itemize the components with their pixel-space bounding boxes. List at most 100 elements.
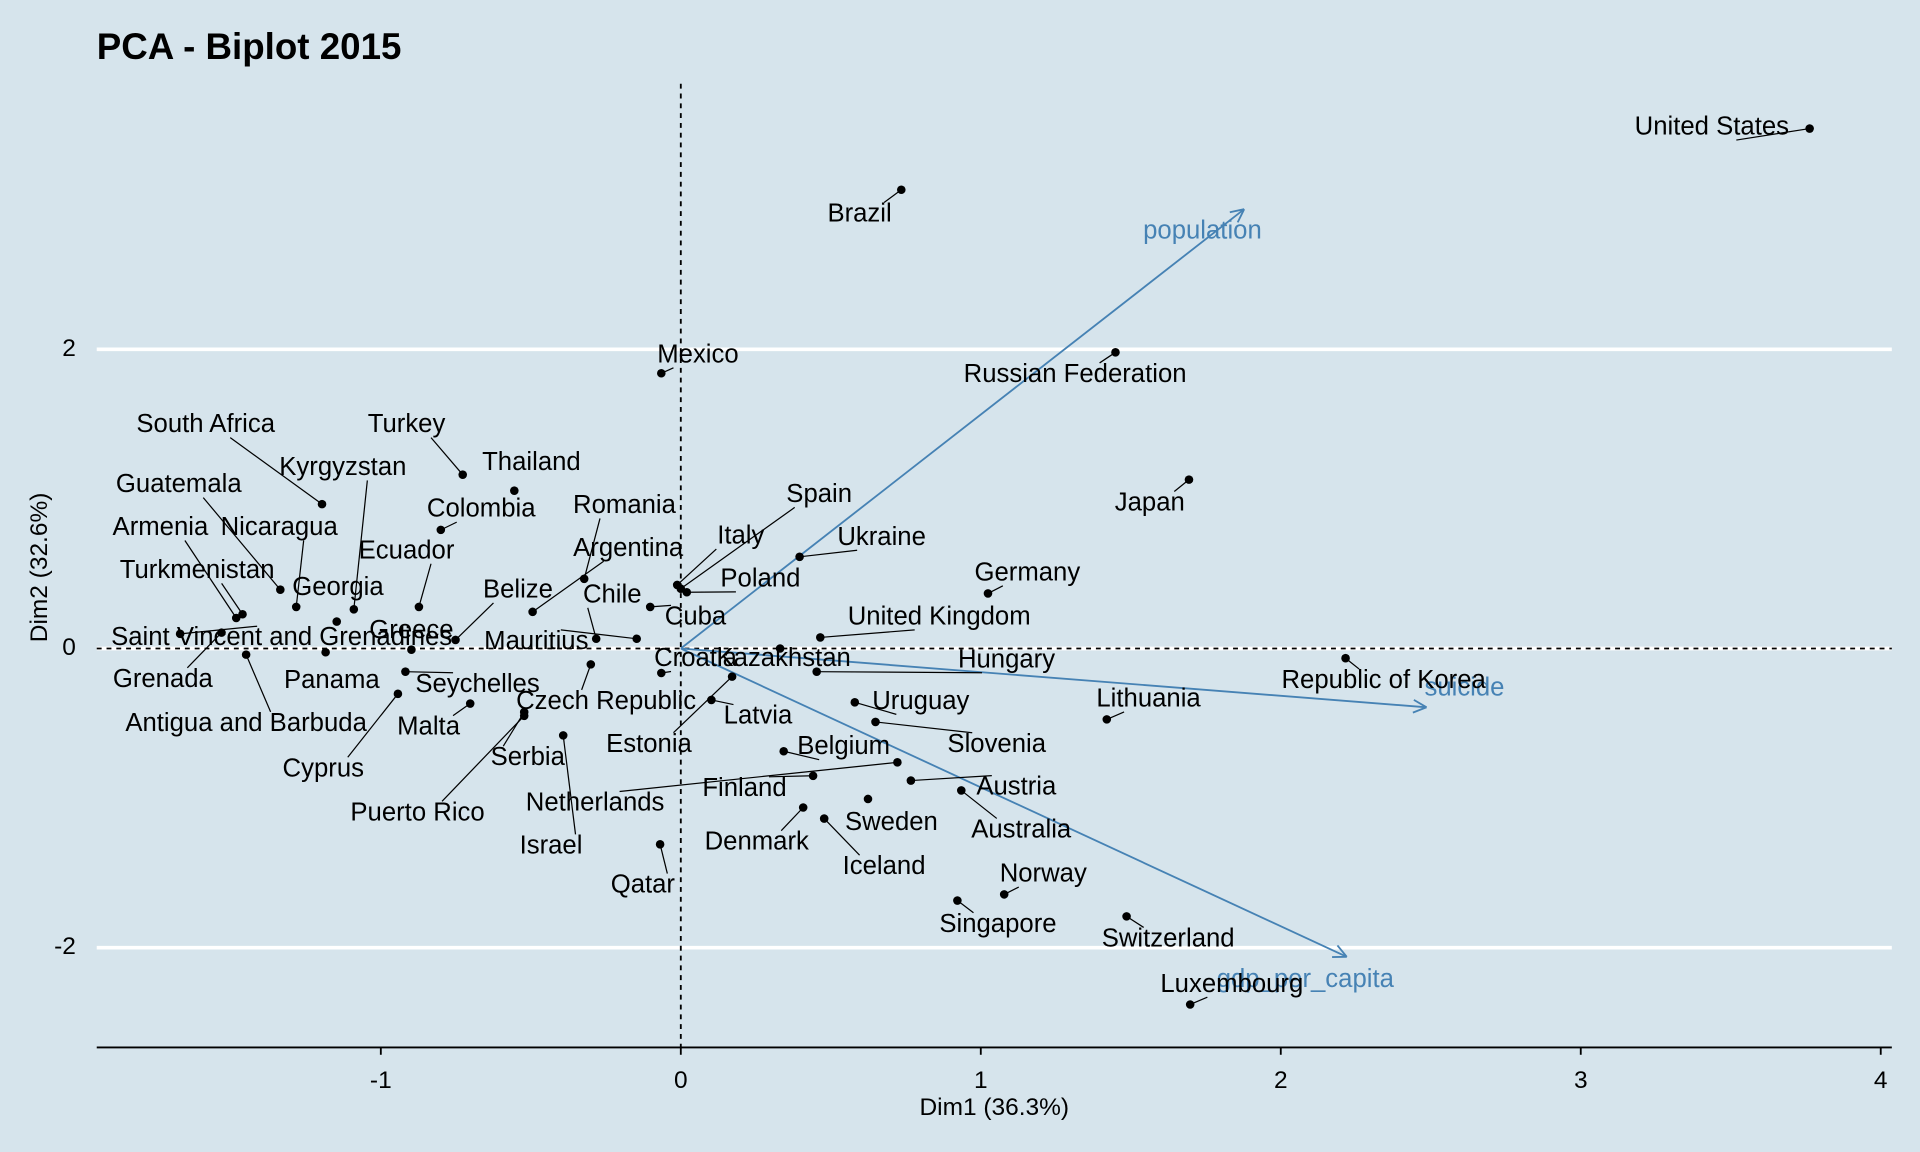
leader-line	[960, 789, 998, 819]
point-label: Spain	[786, 480, 852, 508]
leader-line	[823, 818, 861, 856]
point-label: Japan	[1115, 489, 1185, 517]
point-label: Latvia	[724, 702, 793, 730]
leader-line	[673, 676, 733, 734]
leader-line	[816, 671, 983, 674]
point	[519, 711, 529, 721]
point	[682, 587, 692, 597]
point-label: Romania	[573, 491, 677, 519]
point-label: Singapore	[939, 910, 1056, 938]
point-label: Armenia	[113, 513, 209, 541]
point-label: Kazakhstan	[717, 644, 851, 672]
point-label: Qatar	[611, 871, 676, 899]
point	[657, 668, 666, 678]
point	[175, 629, 185, 639]
point	[953, 896, 962, 905]
grid: -2 0 2 -1 0 1 2 3 4	[54, 83, 1892, 1094]
point-label: Hungary	[958, 645, 1055, 673]
leader-line	[1736, 127, 1810, 141]
point-label: United Kingdom	[848, 602, 1031, 630]
chart-title: PCA - Biplot 2015	[97, 26, 402, 67]
x-tick-label: 4	[1874, 1067, 1888, 1094]
point	[1184, 475, 1194, 484]
leader-line	[405, 671, 454, 674]
point-label: Colombia	[427, 495, 536, 523]
leader-line	[441, 715, 525, 802]
y-tick-label: 2	[62, 335, 76, 362]
y-axis-label: Dim2 (32.6%)	[26, 493, 53, 643]
leader-line	[854, 701, 897, 715]
point	[897, 185, 906, 195]
arrow-head	[1412, 699, 1428, 714]
leader-line	[583, 518, 601, 579]
point-label: Georgia	[292, 573, 384, 601]
x-tick-label: 0	[674, 1067, 688, 1094]
point	[317, 499, 327, 509]
point	[231, 613, 241, 623]
y-tick-label: -2	[54, 933, 76, 960]
plot-area: population suicide gdp_per_capita United St…	[111, 113, 1814, 1009]
point	[558, 731, 568, 740]
arrow-label: population	[1143, 217, 1262, 245]
point-label: South Africa	[136, 410, 275, 438]
point	[414, 602, 424, 612]
point-label: Seychelles	[415, 670, 539, 698]
point-label: Uruguay	[872, 687, 969, 715]
point	[863, 794, 873, 804]
leader-line	[799, 549, 858, 558]
point	[276, 585, 285, 594]
point	[1122, 912, 1131, 921]
point	[1805, 124, 1814, 133]
point	[808, 771, 818, 781]
loading-arrow	[680, 647, 1427, 709]
leader-line	[680, 506, 796, 590]
point	[465, 699, 475, 708]
point	[795, 552, 804, 562]
leader-line	[229, 437, 323, 505]
point	[321, 647, 330, 657]
leader-line	[347, 693, 399, 758]
point-label: Norway	[1000, 860, 1087, 888]
point	[407, 645, 416, 654]
point	[1102, 715, 1112, 724]
loading-arrow	[680, 208, 1245, 650]
x-axis-label: Dim1 (36.3%)	[919, 1094, 1069, 1121]
point	[436, 525, 446, 535]
point-label: Croatia	[654, 644, 738, 672]
leader-line	[910, 774, 992, 782]
point	[957, 786, 966, 795]
point-label: Ecuador	[359, 536, 455, 564]
point-label: Estonia	[606, 730, 692, 758]
leader-line	[820, 629, 915, 639]
point-label: Poland	[720, 564, 800, 592]
point	[999, 890, 1009, 899]
loading-arrow	[680, 647, 1348, 958]
arrow-head	[1229, 208, 1245, 223]
point	[657, 368, 666, 378]
point	[586, 660, 596, 669]
point	[1341, 653, 1350, 663]
point-label: Austria	[976, 773, 1057, 801]
leader-line	[783, 750, 820, 761]
point	[528, 607, 537, 617]
point-label: Australia	[971, 815, 1072, 843]
arrow-head	[1332, 944, 1348, 958]
point-label: Turkmenistan	[120, 556, 275, 584]
point	[1185, 1000, 1195, 1009]
point-label: United States	[1635, 113, 1789, 141]
point	[241, 650, 251, 659]
arrow-label: gdp_per_capita	[1217, 965, 1395, 993]
leader-line	[659, 844, 668, 874]
leader-line	[780, 807, 804, 832]
leader-line	[418, 563, 432, 608]
point-label: Chile	[583, 580, 642, 608]
leader-line	[619, 761, 898, 793]
point	[672, 580, 682, 590]
leader-line	[560, 629, 637, 640]
leader-line	[768, 775, 814, 778]
point-label: Ukraine	[837, 523, 926, 551]
point	[775, 644, 785, 653]
point-label: Nicaragua	[221, 513, 339, 541]
point	[510, 486, 519, 495]
